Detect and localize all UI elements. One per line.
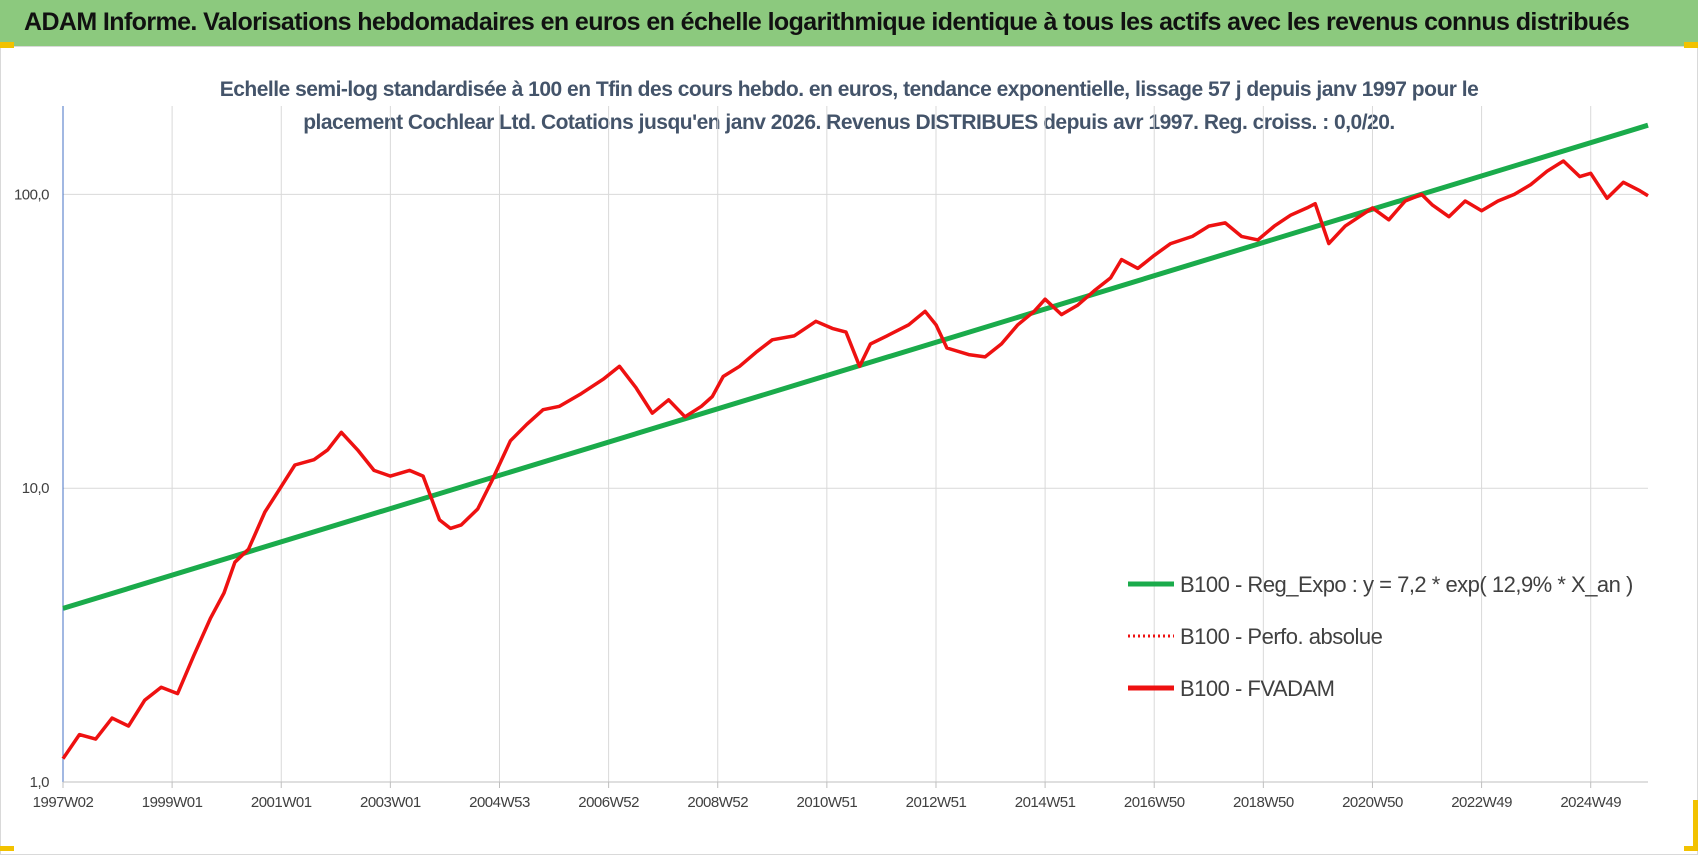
gridlines [62,106,1648,783]
legend-label-3: B100 - FVADAM [1180,676,1334,701]
corner-mark-tr [1684,42,1698,48]
chart-subtitle-line-2: placement Cochlear Ltd. Cotations jusqu'… [303,111,1395,134]
series-lines [61,122,1649,760]
legend: B100 - Reg_Expo : y = 7,2 * exp( 12,9% *… [1128,572,1633,701]
series-line-1 [62,122,1649,611]
banner: ADAM Informe. Valorisations hebdomadaire… [0,0,1698,46]
x-tick-label: 2018W50 [1233,794,1294,811]
x-tick-label: 2001W01 [251,794,312,811]
x-tick-label: 2022W49 [1451,794,1512,811]
x-tick-label: 2006W52 [578,794,639,811]
axes: 1,0 10,0 100,0 1997W02 1999W01 2001W01 2003W01… [14,106,1648,811]
x-tick-label: 2008W52 [687,794,748,811]
banner-title: ADAM Informe. Valorisations hebdomadaire… [24,8,1630,36]
x-tick-label: 2012W51 [906,794,967,811]
corner-mark-br [1693,800,1698,850]
x-tick-label: 1997W02 [33,794,94,811]
x-tick-label: 1999W01 [142,794,203,811]
x-tick-label: 2020W50 [1342,794,1403,811]
x-tick-label: 2024W49 [1560,794,1621,811]
corner-mark-tl [0,42,14,48]
legend-label-2: B100 - Perfo. absolue [1180,624,1383,649]
legend-label-1: B100 - Reg_Expo : y = 7,2 * exp( 12,9% *… [1180,572,1633,597]
chart-subtitle-line-1: Echelle semi-log standardisée à 100 en T… [220,78,1479,101]
chart-frame [0,46,1698,855]
x-tick-label: 2004W53 [469,794,530,811]
x-tick-label: 2003W01 [360,794,421,811]
y-tick-label: 1,0 [30,774,50,791]
x-tick-label: 2010W51 [796,794,857,811]
x-tick-label: 2014W51 [1015,794,1076,811]
y-tick-label: 100,0 [14,186,49,203]
corner-mark-bl [0,846,14,851]
series-line-3 [61,159,1649,760]
y-tick-label: 10,0 [22,480,49,497]
x-tick-label: 2016W50 [1124,794,1185,811]
corner-mark-br-h [1684,846,1698,851]
